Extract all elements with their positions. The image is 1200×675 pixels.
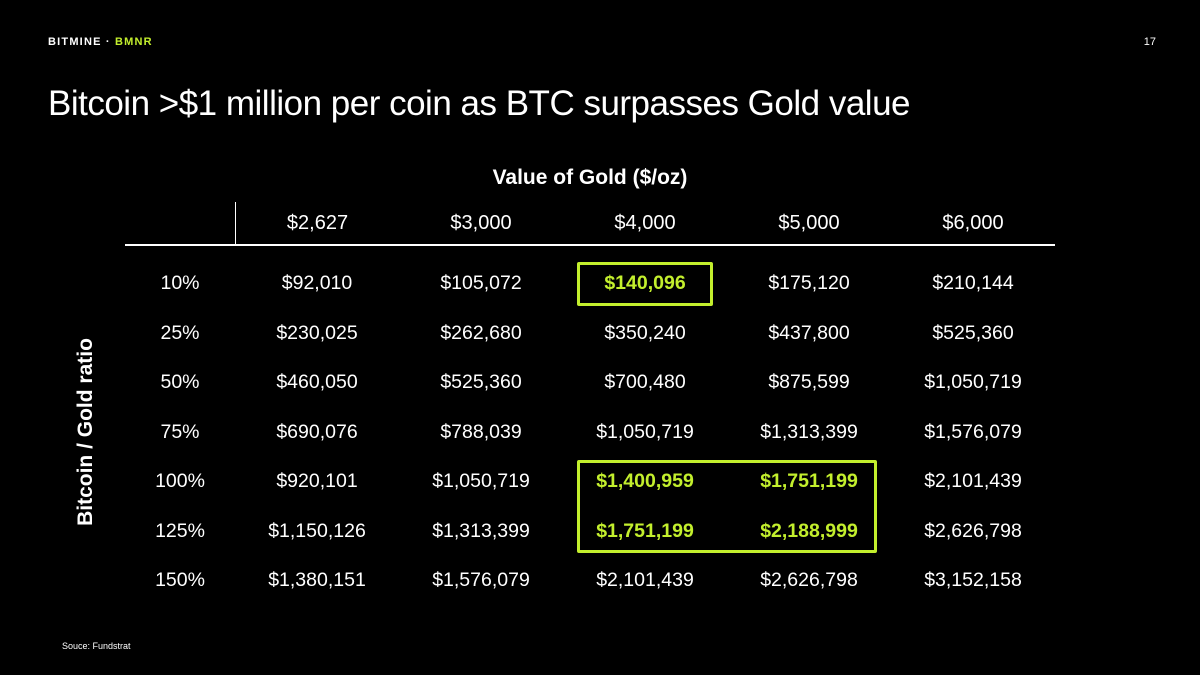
row-header: 25% [160, 321, 200, 344]
table-cell: $1,751,199 [760, 470, 858, 493]
table-cell: $140,096 [604, 272, 686, 295]
sensitivity-table: Value of Gold ($/oz) $2,627 $3,000 $4,000 $… [125, 166, 1055, 606]
table-cell: $700,480 [604, 371, 686, 394]
brand-ticker: BMNR [115, 36, 153, 48]
table-cell: $230,025 [276, 321, 358, 344]
table-cell: $350,240 [604, 321, 686, 344]
table-cell: $690,076 [276, 420, 358, 443]
table-cell: $2,626,798 [924, 519, 1022, 542]
page-number: 17 [1143, 36, 1156, 48]
table-cell: $1,050,719 [596, 420, 694, 443]
table-cell: $1,313,399 [432, 519, 530, 542]
table-cell: $1,576,079 [924, 420, 1022, 443]
table-cell: $2,626,798 [760, 569, 858, 592]
column-header: $6,000 [942, 211, 1004, 234]
brand: BITMINE · BMNR [48, 36, 153, 48]
top-bar: BITMINE · BMNR 17 [48, 36, 1156, 48]
row-header: 150% [155, 569, 205, 592]
row-header: 125% [155, 519, 205, 542]
table-cell: $1,150,126 [268, 519, 366, 542]
table-cell: $1,050,719 [924, 371, 1022, 394]
table-cell: $1,400,959 [596, 470, 694, 493]
brand-separator: · [105, 36, 111, 48]
column-header: $2,627 [235, 202, 399, 244]
table-cell: $3,152,158 [924, 569, 1022, 592]
row-header: 10% [160, 272, 200, 295]
table-cell: $2,101,439 [596, 569, 694, 592]
row-header: 50% [160, 371, 200, 394]
column-header: $3,000 [450, 211, 512, 234]
row-header: 100% [155, 470, 205, 493]
column-header: $4,000 [614, 211, 676, 234]
table-cell: $2,188,999 [760, 519, 858, 542]
table-cell: $1,751,199 [596, 519, 694, 542]
column-header: $5,000 [778, 211, 840, 234]
table-cell: $460,050 [276, 371, 358, 394]
table-cell: $788,039 [440, 420, 522, 443]
row-header: 75% [160, 420, 200, 443]
source-note: Souce: Fundstrat [62, 641, 131, 651]
brand-name: BITMINE [48, 36, 102, 48]
slide-title: Bitcoin >$1 million per coin as BTC surp… [48, 84, 911, 123]
table-cell: $2,101,439 [924, 470, 1022, 493]
table-cell: $1,050,719 [432, 470, 530, 493]
table-cell: $262,680 [440, 321, 522, 344]
table-cell: $525,360 [440, 371, 522, 394]
table-header-row: $2,627 $3,000 $4,000 $5,000 $6,000 [125, 202, 1055, 246]
table-cell: $92,010 [281, 272, 353, 295]
column-axis-label: Value of Gold ($/oz) [492, 166, 688, 189]
table-cell: $920,101 [276, 470, 358, 493]
table-cell: $210,144 [932, 272, 1014, 295]
table-cell: $875,599 [768, 371, 850, 394]
table-cell: $175,120 [768, 272, 850, 295]
table-cell: $525,360 [932, 321, 1014, 344]
table-cell: $437,800 [768, 321, 850, 344]
row-axis-label: Bitcoin / Gold ratio [74, 338, 97, 526]
table-cell: $105,072 [440, 272, 522, 295]
table-body: 10% $92,010 $105,072 $140,096 $175,120 $210,1… [125, 246, 1055, 606]
table-cell: $1,313,399 [760, 420, 858, 443]
table-cell: $1,576,079 [432, 569, 530, 592]
table-cell: $1,380,151 [268, 569, 366, 592]
